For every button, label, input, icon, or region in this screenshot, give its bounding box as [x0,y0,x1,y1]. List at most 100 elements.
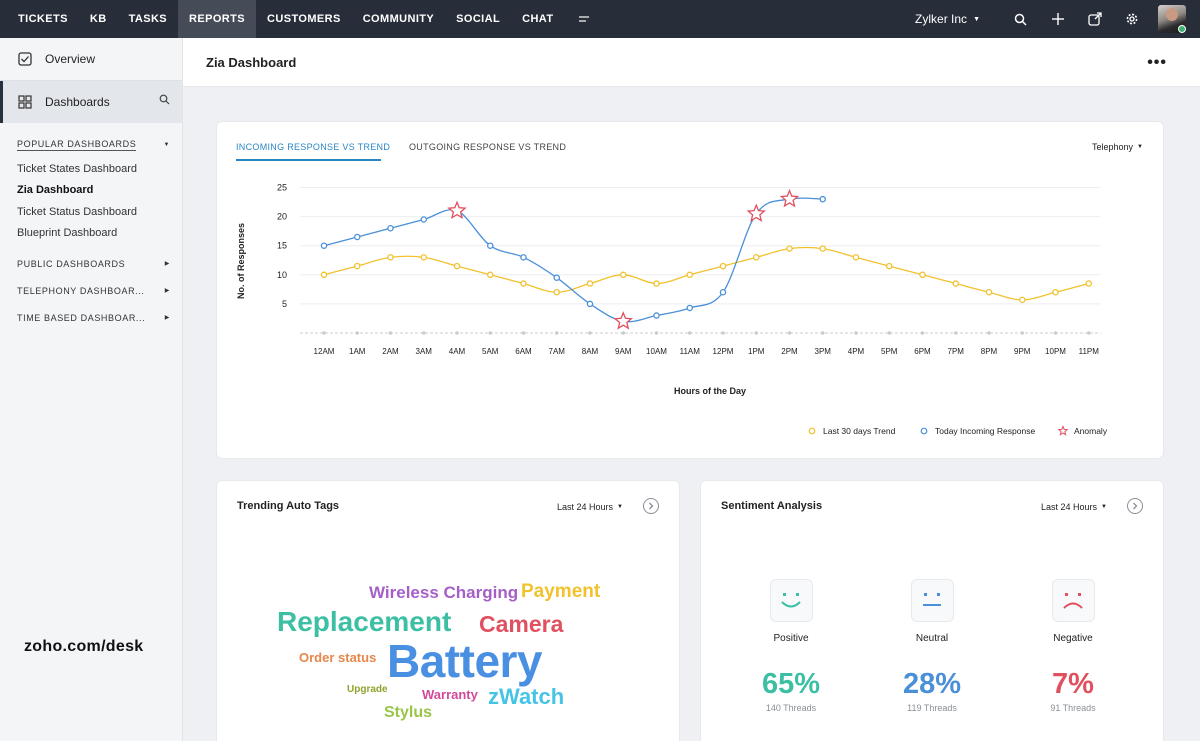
sidebar-item-label: Dashboards [45,95,110,109]
gear-icon[interactable] [1113,0,1150,38]
nav-chat[interactable]: CHAT [522,13,554,25]
baseline-point [687,331,692,335]
baseline-point [355,331,360,335]
dropdown-value: Telephony [1092,142,1134,152]
dashboard-link[interactable]: Ticket States Dashboard [17,162,138,175]
org-switcher[interactable]: Zylker Inc ▼ [915,12,980,26]
dashboard-link-active[interactable]: Zia Dashboard [17,184,94,197]
tag-camera[interactable]: Camera [479,611,564,637]
nav-social[interactable]: SOCIAL [456,13,501,25]
channel-dropdown[interactable]: Telephony ▼ [1092,142,1143,152]
tag-payment[interactable]: Payment [521,581,601,602]
time-range-dropdown[interactable]: Last 24 Hours ▼ [557,502,623,512]
x-tick-label: 11AM [680,347,701,356]
baseline-point [721,331,725,335]
dashboard-link[interactable]: Ticket Status Dashboard [17,205,138,218]
next-arrow-icon[interactable] [643,498,659,514]
public-dashboards-group[interactable]: PUBLIC DASHBOARDS ▶ [0,250,182,277]
data-point [320,271,328,279]
data-point [553,274,560,281]
tag-replacement[interactable]: Replacement [277,606,452,637]
nav-community[interactable]: COMMUNITY [362,13,435,25]
y-tick-label: 5 [282,299,287,309]
group-label: POPULAR DASHBOARDS [17,138,137,151]
baseline-point [754,331,759,335]
sentiment-positive[interactable]: Positive 65% 140 Threads [731,579,851,713]
x-tick-label: 12PM [713,347,734,356]
baseline-point [953,331,958,335]
data-point [753,254,760,261]
tag-upgrade[interactable]: Upgrade [347,684,388,695]
tag-warranty[interactable]: Warranty [422,687,478,702]
dashboard-link[interactable]: Blueprint Dashboard [17,227,118,240]
tag-zwatch[interactable]: zWatch [488,684,565,709]
x-tick-label: 8AM [582,347,599,356]
data-point [653,312,660,319]
data-point [819,245,827,252]
share-icon[interactable] [1076,0,1113,38]
tab-incoming-response[interactable]: INCOMING RESPONSE VS TREND [236,142,391,152]
top-navigation: TICKETS KB TASKS REPORTS CUSTOMERS COMMU… [0,0,1200,38]
legend-marker [920,427,928,435]
x-axis-label: Hours of the Day [674,386,746,396]
time-based-dashboards-group[interactable]: TIME BASED DASHBOAR... ▶ [0,304,182,331]
sentiment-negative[interactable]: Negative 7% 91 Threads [1013,579,1133,713]
data-point [520,254,527,261]
baseline-point [588,331,592,335]
baseline-point [621,331,626,335]
search-icon[interactable] [159,94,170,108]
data-point [387,224,394,232]
data-point [586,300,594,308]
y-tick-label: 15 [277,241,287,251]
data-point [353,262,361,270]
nav-kb[interactable]: KB [89,13,107,25]
y-axis-label: No. of Responses [236,223,246,299]
avatar[interactable] [1158,5,1186,33]
data-point [387,254,394,261]
series-line-1 [323,197,823,323]
more-options-icon[interactable]: ••• [1147,54,1167,71]
legend-label: Last 30 days Trend [823,426,896,436]
menu-icon[interactable] [564,0,604,38]
grid-icon [17,94,33,110]
data-point [719,262,727,270]
data-point [553,289,560,296]
data-point [320,242,328,249]
sentiment-threads: 140 Threads [765,703,817,713]
sidebar-item-overview[interactable]: Overview [0,38,182,80]
dropdown-value: Last 24 Hours [557,502,614,512]
tag-stylus[interactable]: Stylus [384,704,433,721]
time-range-dropdown[interactable]: Last 24 Hours ▼ [1041,502,1107,512]
sentiment-neutral[interactable]: Neutral 28% 119 Threads [872,579,992,713]
x-tick-label: 11PM [1079,347,1100,356]
nav-customers[interactable]: CUSTOMERS [267,13,341,25]
tag-battery[interactable]: Battery [387,635,543,687]
x-tick-label: 7PM [948,347,965,356]
tag-order-status[interactable]: Order status [299,650,377,665]
sentiment-percent: 65% [761,668,821,700]
search-icon[interactable] [1002,0,1039,38]
smile-face-icon [769,579,813,622]
watermark-text: zoho.com/desk [24,638,144,655]
popular-dashboards-group[interactable]: POPULAR DASHBOARDS ▼ [0,131,182,158]
nav-reports[interactable]: REPORTS [178,0,257,38]
sentiment-label: Neutral [915,633,949,644]
nav-tickets[interactable]: TICKETS [18,13,68,25]
next-arrow-icon[interactable] [1127,498,1143,514]
baseline-point [488,331,493,335]
group-label: TELEPHONY DASHBOAR... [17,285,145,296]
plus-icon[interactable] [1039,0,1076,38]
nav-tasks[interactable]: TASKS [128,13,168,25]
x-tick-label: 7AM [549,347,566,356]
sentiment-threads: 119 Threads [907,703,957,713]
tab-outgoing-response[interactable]: OUTGOING RESPONSE VS TREND [409,142,567,152]
sidebar-item-dashboards[interactable]: Dashboards [0,81,182,123]
tag-wireless-charging[interactable]: Wireless Charging [369,583,519,602]
x-tick-label: 2AM [382,347,399,356]
trending-tags-card: Trending Auto Tags Last 24 Hours ▼ Wirel… [216,480,680,741]
data-point [852,254,860,261]
telephony-dashboards-group[interactable]: TELEPHONY DASHBOAR... ▶ [0,277,182,304]
caret-down-icon: ▼ [163,141,170,148]
anomaly-star [613,311,633,330]
data-point [686,304,693,312]
